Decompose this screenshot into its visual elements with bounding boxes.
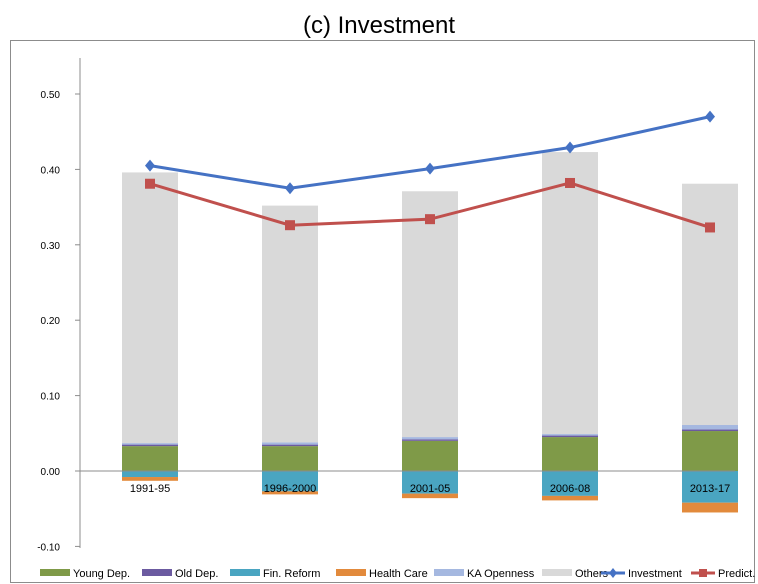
bar-segment xyxy=(262,471,318,492)
line-point xyxy=(705,222,715,233)
legend-marker xyxy=(609,568,617,578)
line-point xyxy=(145,159,155,172)
line-point xyxy=(145,178,155,189)
legend-swatch xyxy=(230,569,260,576)
bar-segment xyxy=(262,446,318,471)
line-point xyxy=(425,162,435,175)
category-label: 2006-08 xyxy=(550,483,590,495)
bar-segment xyxy=(542,435,598,438)
bar-segment xyxy=(122,172,178,444)
legend-swatch xyxy=(434,569,464,576)
bar-segment xyxy=(122,444,178,447)
category-label: 2013-17 xyxy=(690,483,730,495)
category-label: 1991-95 xyxy=(130,483,170,495)
y-tick-label: 0.50 xyxy=(41,90,61,101)
bar-segment xyxy=(402,440,458,471)
bar-segment xyxy=(682,471,738,503)
bars-group xyxy=(122,152,738,513)
bar-segment xyxy=(122,471,178,478)
y-tick-label: 0.30 xyxy=(41,241,61,252)
bar-segment xyxy=(682,425,738,430)
bar-segment xyxy=(542,471,598,496)
bar-segment xyxy=(122,477,178,481)
legend-label: Predict. xyxy=(718,568,755,580)
legend-swatch xyxy=(336,569,366,576)
bar-segment xyxy=(682,431,738,471)
chart-title: (c) Investment xyxy=(302,12,456,39)
legend-label: Fin. Reform xyxy=(263,568,320,580)
legend-label: KA Openness xyxy=(467,568,535,580)
bar-segment xyxy=(682,502,738,513)
y-tick-label: 0.40 xyxy=(41,165,61,176)
line-point xyxy=(705,110,715,123)
chart-frame xyxy=(10,40,755,583)
legend-marker xyxy=(699,569,707,577)
bar-segment xyxy=(542,434,598,436)
bar-segment xyxy=(262,442,318,445)
bar-segment xyxy=(402,439,458,441)
legend-swatch xyxy=(142,569,172,576)
line-point xyxy=(285,220,295,231)
bar-segment xyxy=(402,493,458,499)
lines-group xyxy=(145,110,715,233)
legend-label: Others xyxy=(575,568,609,580)
y-ticks: -0.10 0.00 0.10 0.20 0.30 0.40 0.50 xyxy=(37,90,80,553)
bar-segment xyxy=(122,443,178,445)
legend-swatch xyxy=(542,569,572,576)
y-tick-label: -0.10 xyxy=(37,542,60,553)
legend-label: Young Dep. xyxy=(73,568,130,580)
series-line xyxy=(149,115,711,190)
bar-segment xyxy=(262,491,318,495)
line-point xyxy=(425,214,435,225)
line-point xyxy=(565,141,575,154)
y-tick-label: 0.00 xyxy=(41,467,61,478)
bar-segment xyxy=(682,429,738,432)
category-labels: 1991-95 1996-2000 2001-05 2006-08 2013-17 xyxy=(130,483,730,495)
y-tick-label: 0.20 xyxy=(41,316,61,327)
legend-label: Old Dep. xyxy=(175,568,218,580)
legend: Young Dep. Old Dep. Fin. Reform Health Care… xyxy=(40,568,755,580)
bar-segment xyxy=(542,437,598,471)
bar-segment xyxy=(402,437,458,440)
line-point xyxy=(565,177,575,188)
bar-segment xyxy=(262,444,318,447)
bar-segment xyxy=(122,446,178,471)
category-label: 2001-05 xyxy=(410,483,450,495)
legend-label: Health Care xyxy=(369,568,428,580)
y-tick-label: 0.10 xyxy=(41,392,61,403)
bar-segment xyxy=(262,205,318,443)
legend-swatch xyxy=(40,569,70,576)
bar-segment xyxy=(402,191,458,438)
bar-segment xyxy=(542,495,598,501)
category-label: 1996-2000 xyxy=(264,483,317,495)
bar-segment xyxy=(402,471,458,494)
line-point xyxy=(285,182,295,195)
legend-label: Investment xyxy=(628,568,682,580)
bar-segment xyxy=(542,152,598,435)
